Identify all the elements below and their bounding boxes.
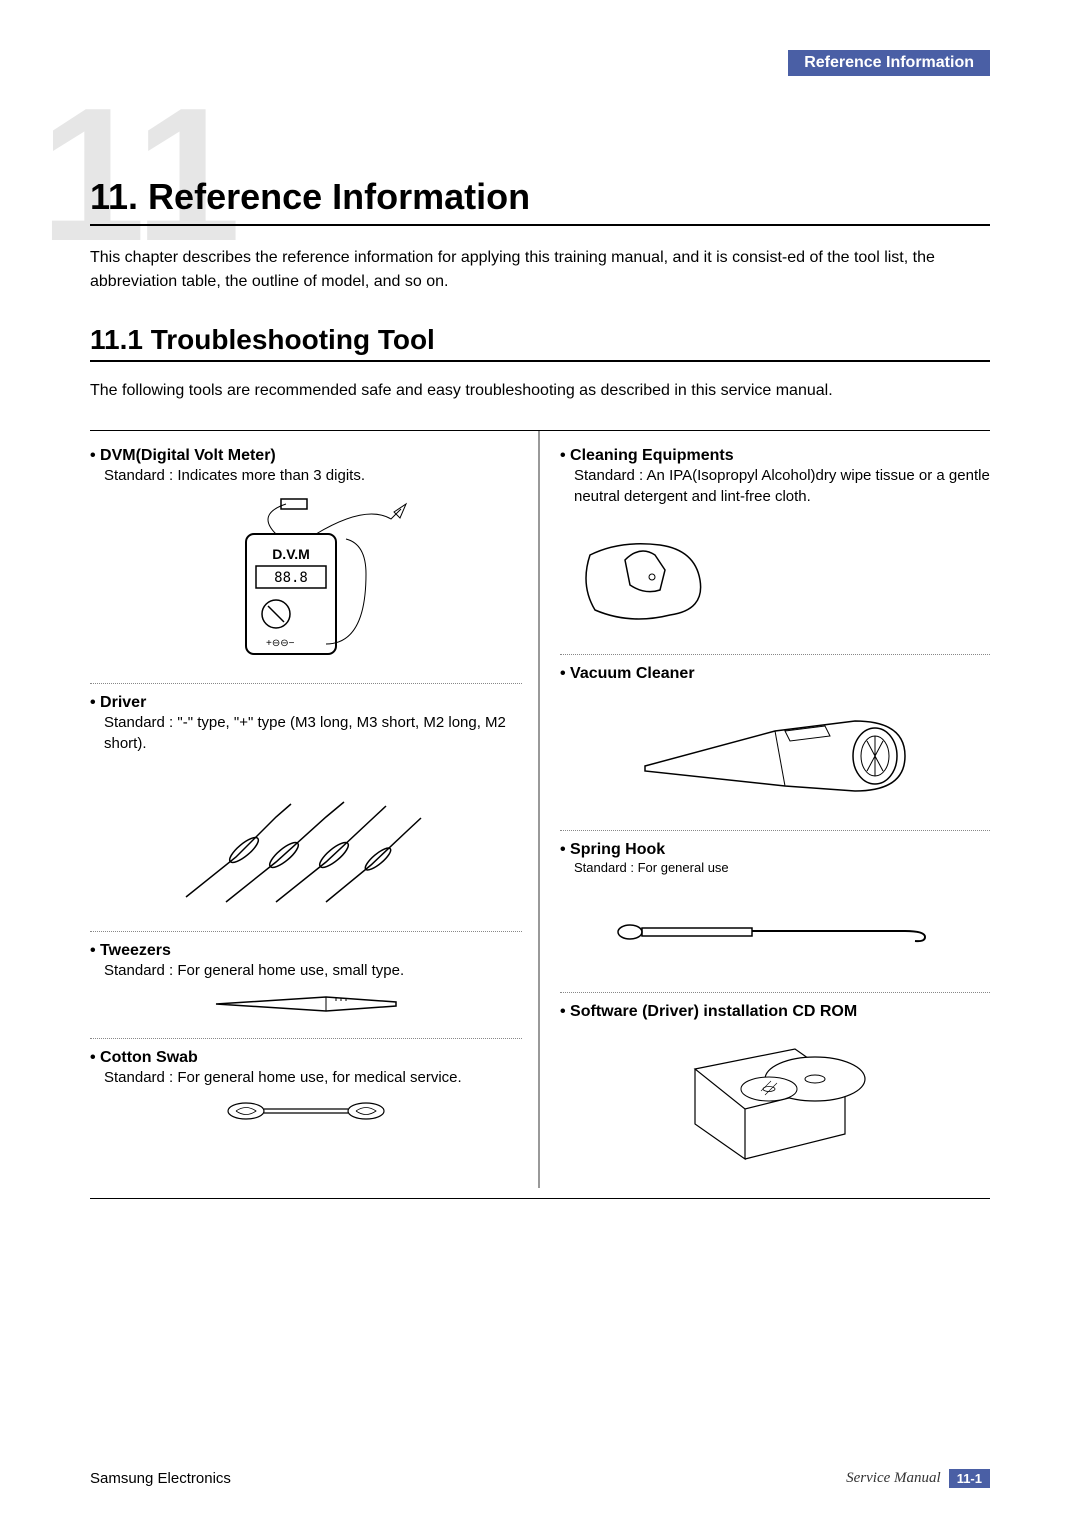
section-intro: The following tools are recommended safe… [90, 382, 990, 400]
svg-text:D.V.M: D.V.M [272, 546, 310, 562]
tool-cotton: Cotton Swab Standard : For general home … [90, 1049, 522, 1131]
dvm-title: DVM(Digital Volt Meter) [90, 447, 522, 465]
right-column: Cleaning Equipments Standard : An IPA(Is… [540, 431, 990, 1188]
cotton-illustration [90, 1096, 522, 1131]
cdrom-title: Software (Driver) installation CD ROM [560, 1003, 990, 1021]
tweezers-illustration [90, 989, 522, 1024]
page-footer: Samsung Electronics Service Manual 11-1 [90, 1469, 990, 1488]
tool-tweezers: Tweezers Standard : For general home use… [90, 942, 522, 1024]
dvm-illustration: D.V.M 88.8 +⊖⊖− [90, 494, 522, 669]
cleaning-std: Standard : An IPA(Isopropyl Alcohol)dry … [560, 465, 990, 507]
tool-spring: Spring Hook Standard : For general use [560, 841, 990, 952]
footer-page-number: 11-1 [949, 1469, 990, 1488]
driver-std: Standard : "-" type, "+" type (M3 long, … [90, 712, 522, 754]
vacuum-illustration [560, 691, 990, 816]
spring-illustration [560, 917, 990, 952]
tool-driver: Driver Standard : "-" type, "+" type (M3… [90, 694, 522, 917]
tool-columns: DVM(Digital Volt Meter) Standard : Indic… [90, 430, 990, 1188]
svg-text:88.8: 88.8 [274, 570, 308, 586]
chapter-intro: This chapter describes the reference inf… [90, 246, 990, 294]
cdrom-illustration [560, 1029, 990, 1174]
tweezers-title: Tweezers [90, 942, 522, 960]
driver-title: Driver [90, 694, 522, 712]
chapter-bg-number: 11 [40, 80, 241, 270]
tool-vacuum: Vacuum Cleaner [560, 665, 990, 816]
spring-std: Standard : For general use [560, 859, 990, 877]
section-title: 11.1 Troubleshooting Tool [90, 324, 990, 362]
tool-cdrom: Software (Driver) installation CD ROM [560, 1003, 990, 1174]
left-column: DVM(Digital Volt Meter) Standard : Indic… [90, 431, 540, 1188]
cleaning-illustration [560, 515, 990, 640]
spring-title: Spring Hook [560, 841, 990, 859]
header-label: Reference Information [788, 50, 990, 76]
chapter-title: 11. Reference Information [90, 176, 990, 226]
svg-text:+⊖⊖−: +⊖⊖− [266, 638, 295, 649]
dvm-std: Standard : Indicates more than 3 digits. [90, 465, 522, 486]
cotton-std: Standard : For general home use, for med… [90, 1067, 522, 1088]
footer-company: Samsung Electronics [90, 1470, 231, 1487]
cleaning-title: Cleaning Equipments [560, 447, 990, 465]
cotton-title: Cotton Swab [90, 1049, 522, 1067]
tweezers-std: Standard : For general home use, small t… [90, 960, 522, 981]
bottom-rule [90, 1198, 990, 1199]
driver-illustration [90, 762, 522, 917]
tool-dvm: DVM(Digital Volt Meter) Standard : Indic… [90, 447, 522, 669]
vacuum-title: Vacuum Cleaner [560, 665, 990, 683]
tool-cleaning: Cleaning Equipments Standard : An IPA(Is… [560, 447, 990, 640]
footer-manual: Service Manual [846, 1470, 941, 1487]
